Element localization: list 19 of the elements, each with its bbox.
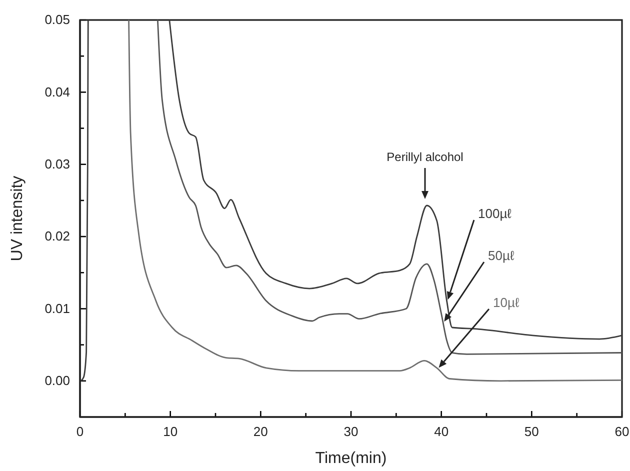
y-tick-label: 0.02 [44,228,70,244]
y-tick-label: 0.01 [44,300,70,316]
y-tick-label: 0.03 [44,156,70,172]
text: 100µℓ [478,206,512,221]
x-tick-label: 60 [614,424,630,440]
x-tick-label: 0 [76,424,84,440]
annotation: Perillyl alcohol [386,150,464,164]
y-tick-label: 0.00 [44,373,70,388]
x-axis-title: Time(min) [315,450,387,467]
x-tick-label: 30 [344,424,358,440]
x-tick-label: 50 [524,424,539,440]
text: 50µℓ [488,248,515,263]
x-tick-label: 10 [163,424,178,440]
x-tick-label: 40 [434,424,449,440]
y-axis-title: UV intensity [9,176,26,262]
y-tick-label: 0.04 [44,84,70,100]
x-tick-label: 20 [253,424,268,440]
text: 10µℓ [493,295,520,310]
y-tick-label: 0.05 [44,12,70,28]
